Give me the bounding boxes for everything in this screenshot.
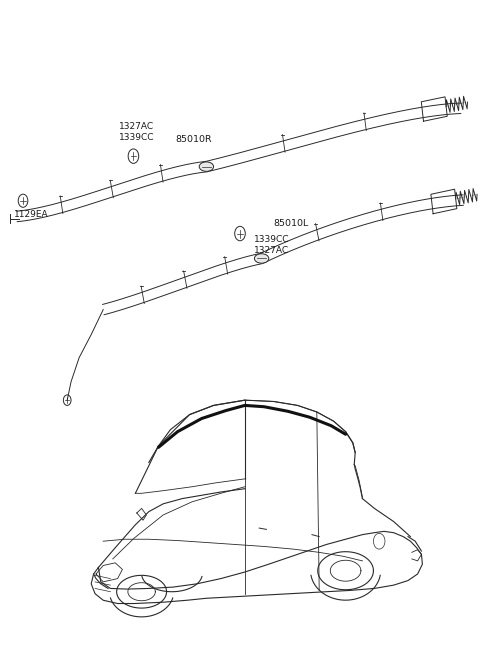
Text: 85010R: 85010R: [175, 134, 212, 144]
Text: 1339CC: 1339CC: [254, 235, 290, 244]
Text: 1129EA: 1129EA: [14, 210, 49, 219]
Ellipse shape: [254, 254, 269, 263]
Text: 1327AC: 1327AC: [119, 122, 154, 131]
Text: 85010L: 85010L: [274, 218, 309, 228]
Text: 1339CC: 1339CC: [119, 133, 155, 142]
Ellipse shape: [199, 162, 214, 171]
Text: 1327AC: 1327AC: [254, 245, 289, 255]
